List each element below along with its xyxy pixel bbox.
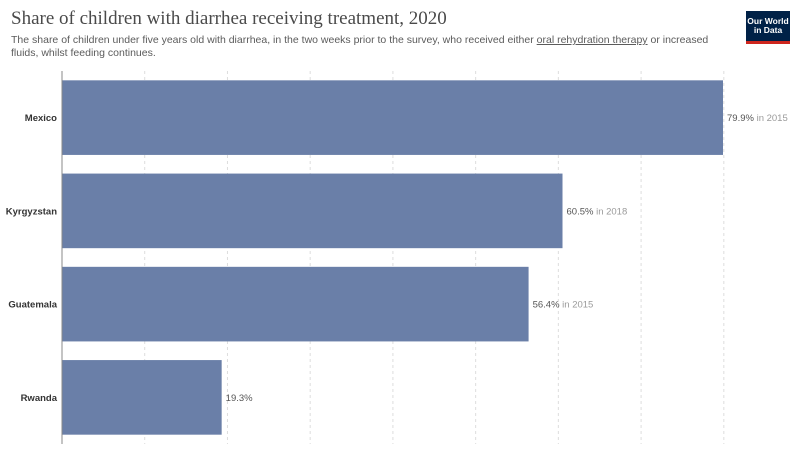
value-year-note: in 2015: [560, 300, 594, 311]
bar-kyrgyzstan[interactable]: [62, 173, 563, 249]
owid-logo[interactable]: Our World in Data: [746, 11, 790, 44]
subtitle-text-start: The share of children under five years o…: [11, 34, 537, 46]
category-label: Guatemala: [8, 300, 57, 311]
bar-guatemala[interactable]: [62, 266, 529, 342]
logo-line-2: in Data: [753, 25, 783, 35]
chart-subtitle: The share of children under five years o…: [11, 34, 731, 59]
value-year-note: in 2018: [593, 206, 627, 217]
oral-rehydration-therapy-link[interactable]: oral rehydration therapy: [536, 34, 648, 46]
value-number: 19.3%: [226, 393, 253, 404]
category-label: Kyrgyzstan: [6, 206, 57, 217]
value-number: 60.5%: [567, 206, 594, 217]
value-number: 56.4%: [533, 300, 560, 311]
value-number: 79.9%: [727, 113, 754, 124]
bar-rwanda[interactable]: [62, 360, 222, 435]
value-label: 60.5% in 2018: [567, 206, 628, 217]
value-year-note: in 2015: [754, 113, 788, 124]
bar-mexico[interactable]: [62, 80, 723, 155]
subtitle-text-end: or increased fluids, whilst feeding cont…: [11, 34, 709, 59]
value-label: 19.3%: [226, 393, 253, 404]
value-label: 56.4% in 2015: [533, 300, 594, 311]
chart-title: Share of children with diarrhea receivin…: [11, 8, 447, 29]
value-label: 79.9% in 2015: [727, 113, 788, 124]
logo-line-1: Our World: [747, 15, 789, 26]
category-label: Mexico: [25, 113, 57, 124]
category-label: Rwanda: [21, 393, 58, 404]
